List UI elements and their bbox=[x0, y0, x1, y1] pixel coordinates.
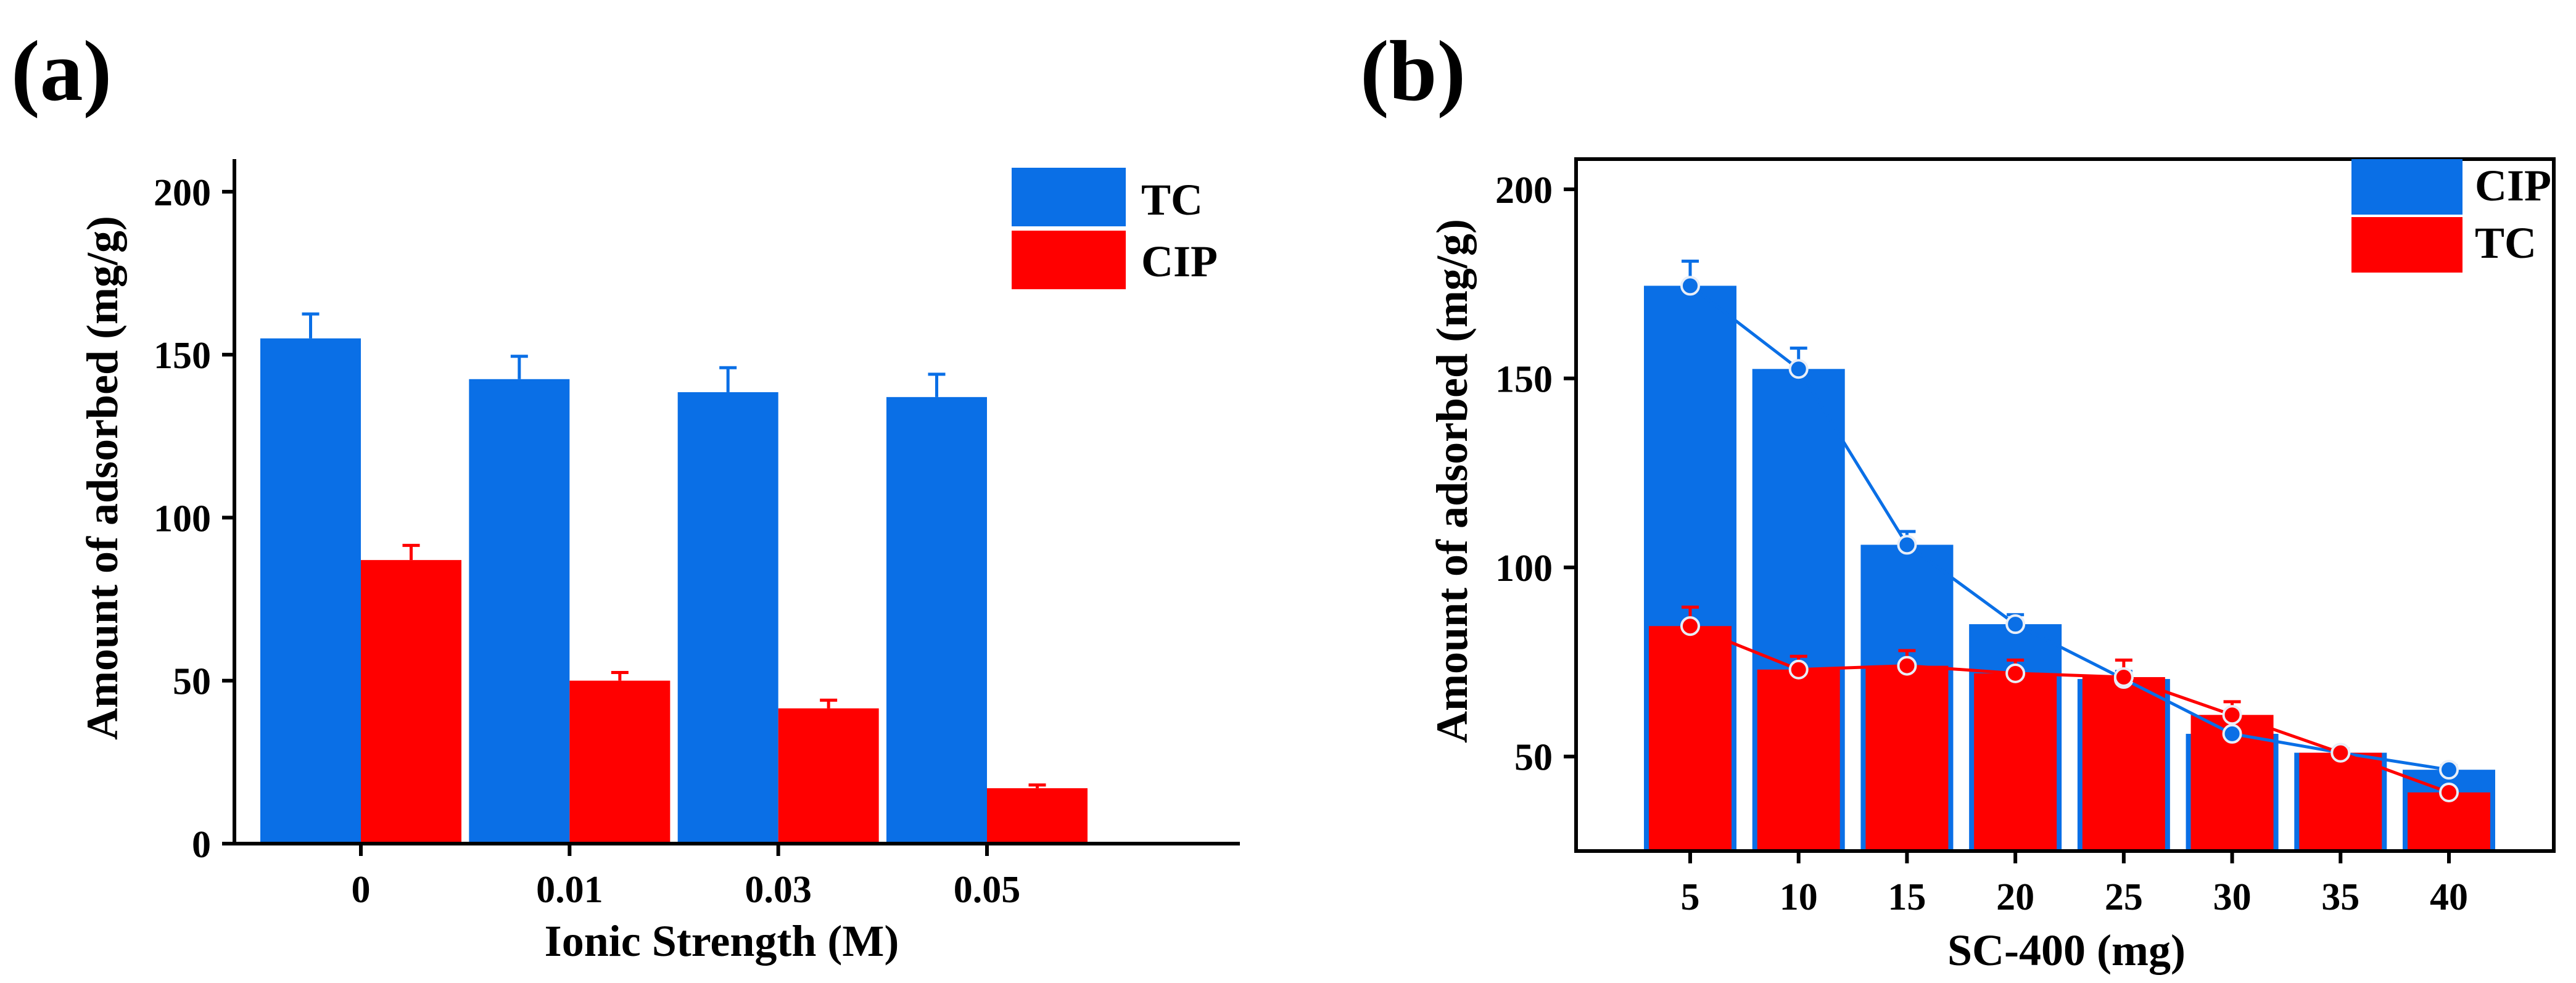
panel-label-b: (b) bbox=[1360, 23, 1466, 119]
a-legend-swatch-tc bbox=[1012, 168, 1126, 226]
a-ytick-label-0: 0 bbox=[192, 824, 211, 866]
b-bar-tc-3 bbox=[1974, 673, 2057, 851]
b-axes-frame bbox=[1574, 157, 2556, 853]
a-xtick-label-2: 0.03 bbox=[745, 869, 812, 911]
b-ytick-label-1: 100 bbox=[1495, 548, 1553, 590]
b-ytick-label-2: 150 bbox=[1495, 359, 1553, 401]
a-legend-swatch-cip bbox=[1012, 231, 1126, 289]
a-ytick-label-4: 200 bbox=[154, 172, 211, 214]
b-marker-tc-3 bbox=[2005, 663, 2026, 683]
a-x-axis-label: Ionic Strength (M) bbox=[545, 916, 899, 966]
a-ytick-label-1: 50 bbox=[173, 661, 211, 703]
b-marker-tc-0 bbox=[1680, 616, 1700, 636]
a-bar-cip-3 bbox=[987, 788, 1088, 844]
b-marker-tc-5 bbox=[2222, 705, 2242, 725]
b-xtick-label-4: 25 bbox=[2105, 876, 2143, 918]
panel-b: (b) Amount of adsorbed (mg/g) SC-400 (mg… bbox=[1360, 23, 2556, 975]
a-plot-area: 0 50 100 150 200 0 0.01 0.03 0.05 bbox=[154, 159, 1240, 911]
b-x-axis-label: SC-400 (mg) bbox=[1947, 926, 2186, 975]
b-legend-label-cip: CIP bbox=[2475, 161, 2551, 210]
panel-label-a: (a) bbox=[11, 23, 112, 119]
a-bar-cip-2 bbox=[778, 708, 879, 844]
a-xtick-label-1: 0.01 bbox=[536, 869, 603, 911]
b-xtick-label-3: 20 bbox=[1996, 876, 2034, 918]
a-bar-tc-3 bbox=[886, 397, 987, 844]
b-ytick-label-3: 200 bbox=[1495, 170, 1553, 212]
b-marker-tc-6 bbox=[2330, 742, 2351, 763]
b-marker-cip-1 bbox=[1788, 359, 1809, 379]
a-legend-label-cip: CIP bbox=[1141, 237, 1218, 286]
b-y-axis-label: Amount of adsorbed (mg/g) bbox=[1427, 219, 1477, 743]
a-xtick-label-0: 0 bbox=[352, 869, 371, 911]
b-bar-tc-1 bbox=[1757, 669, 1840, 851]
b-marker-cip-3 bbox=[2005, 614, 2026, 635]
b-legend-swatch-tc bbox=[2351, 217, 2462, 273]
b-marker-cip-5 bbox=[2222, 723, 2242, 744]
b-xtick-label-6: 35 bbox=[2321, 876, 2359, 918]
b-xtick-label-7: 40 bbox=[2430, 876, 2468, 918]
b-bar-tc-6 bbox=[2299, 752, 2382, 851]
b-legend: CIP TC bbox=[2351, 159, 2551, 273]
panel-a: (a) Amount of adsorbed (mg/g) Ionic Stre… bbox=[11, 23, 1240, 966]
a-y-axis-label: Amount of adsorbed (mg/g) bbox=[78, 216, 127, 740]
b-marker-tc-1 bbox=[1788, 659, 1809, 680]
b-ytick-label-0: 50 bbox=[1514, 737, 1553, 779]
b-xtick-label-0: 5 bbox=[1681, 876, 1700, 918]
a-bar-tc-2 bbox=[677, 392, 778, 844]
b-bar-tc-4 bbox=[2082, 677, 2165, 851]
b-bar-tc-2 bbox=[1865, 665, 1949, 851]
b-line-tc bbox=[1690, 624, 2450, 794]
b-xtick-label-1: 10 bbox=[1780, 876, 1818, 918]
a-bar-cip-0 bbox=[361, 560, 461, 844]
b-marker-cip-7 bbox=[2439, 760, 2459, 780]
b-legend-label-tc: TC bbox=[2475, 218, 2537, 268]
b-legend-swatch-cip bbox=[2351, 159, 2462, 215]
b-marker-cip-0 bbox=[1680, 276, 1700, 296]
b-plot-area: 50 100 150 200 5 10 15 20 25 30 35 40 bbox=[1495, 157, 2556, 918]
b-line-cip bbox=[1689, 284, 2450, 771]
a-legend-label-tc: TC bbox=[1141, 175, 1203, 224]
b-marker-tc-4 bbox=[2113, 667, 2134, 687]
b-marker-cip-2 bbox=[1897, 535, 1917, 555]
a-bar-cip-1 bbox=[569, 680, 671, 844]
a-ytick-label-3: 150 bbox=[154, 335, 211, 377]
b-bar-tc-0 bbox=[1649, 626, 1732, 851]
b-marker-tc-7 bbox=[2439, 782, 2459, 802]
a-xtick-label-3: 0.05 bbox=[954, 869, 1021, 911]
b-marker-tc-2 bbox=[1897, 656, 1917, 676]
b-xtick-label-2: 15 bbox=[1888, 876, 1926, 918]
a-ytick-label-2: 100 bbox=[154, 498, 211, 540]
a-bar-tc-1 bbox=[469, 379, 570, 844]
a-legend: TC CIP bbox=[1012, 168, 1218, 289]
a-bar-tc-0 bbox=[260, 338, 361, 844]
b-xtick-label-5: 30 bbox=[2213, 876, 2252, 918]
